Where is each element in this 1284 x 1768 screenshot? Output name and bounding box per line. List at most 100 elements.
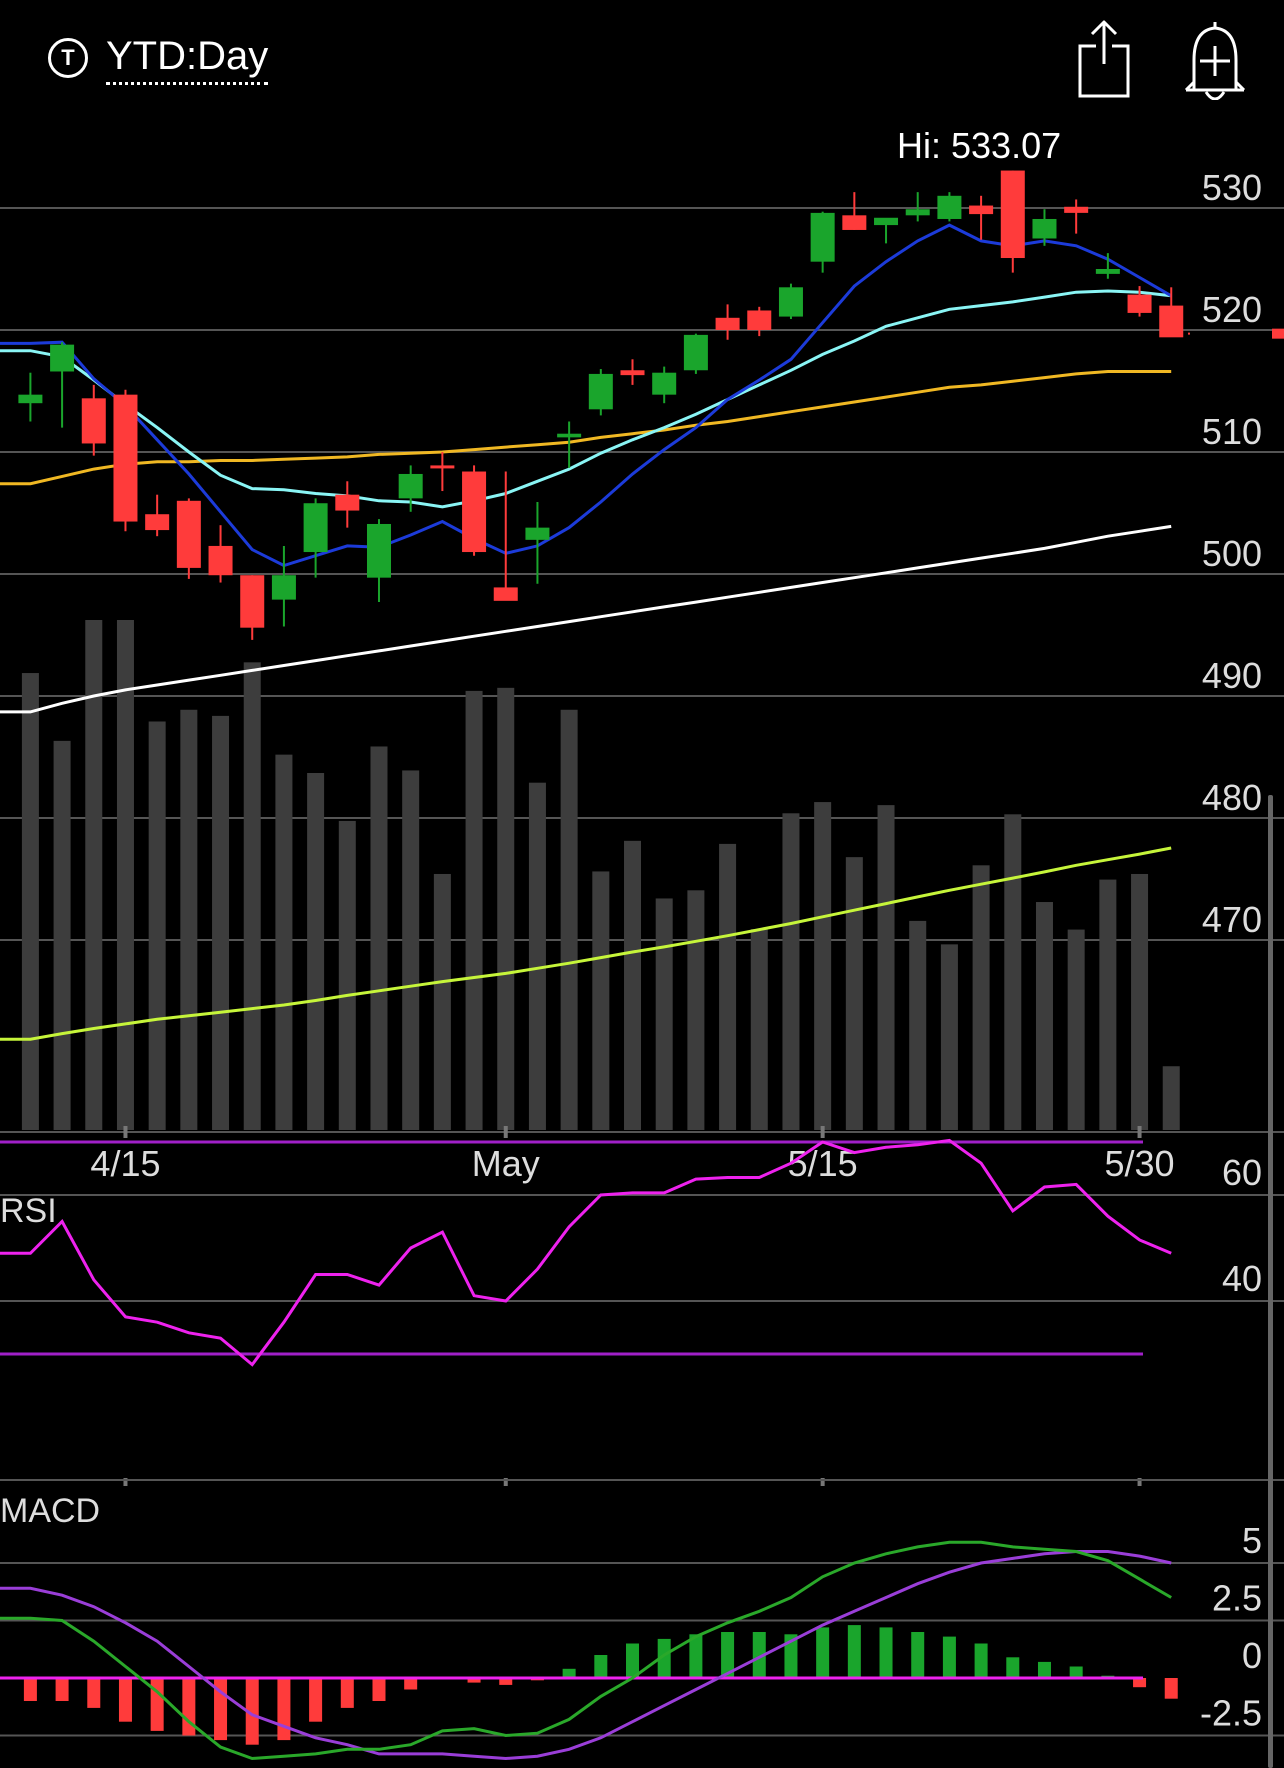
volume-bar bbox=[497, 687, 515, 1130]
volume-bar bbox=[845, 857, 863, 1130]
volume-bar bbox=[592, 871, 610, 1130]
candle-body bbox=[145, 514, 170, 531]
volume-bar bbox=[782, 813, 800, 1130]
macd-histogram-bar bbox=[974, 1643, 988, 1678]
macd-histogram-bar bbox=[562, 1668, 576, 1678]
volume-bar bbox=[402, 770, 420, 1130]
volume-bar bbox=[275, 754, 293, 1130]
share-icon[interactable] bbox=[1074, 18, 1134, 98]
volume-bar bbox=[465, 690, 483, 1130]
candle-body bbox=[620, 370, 645, 376]
macd-histogram-bar bbox=[752, 1632, 766, 1678]
macd-histogram-bar bbox=[467, 1678, 481, 1683]
candle-body bbox=[176, 500, 201, 568]
candle-body bbox=[430, 465, 455, 469]
chart-scrollbar[interactable] bbox=[1268, 795, 1273, 1768]
candle-body bbox=[1127, 294, 1152, 313]
macd-histogram-bar bbox=[784, 1634, 798, 1678]
period-selector[interactable]: YTD:Day bbox=[106, 30, 269, 85]
volume-bar bbox=[814, 802, 832, 1130]
sma-50-line bbox=[0, 370, 1172, 486]
macd-histogram-bar bbox=[245, 1678, 259, 1745]
time-axis-label: May bbox=[472, 1143, 540, 1184]
high-price-label: Hi: 533.07 bbox=[897, 125, 1061, 166]
candle-body bbox=[1159, 305, 1184, 338]
candle-body bbox=[50, 344, 75, 372]
rsi-axis-label: 60 bbox=[1222, 1152, 1262, 1193]
volume-bar bbox=[687, 890, 705, 1130]
candle-body bbox=[525, 527, 550, 540]
candle-body bbox=[1032, 218, 1057, 239]
macd-histogram-bar bbox=[118, 1678, 132, 1722]
volume-bar bbox=[21, 673, 39, 1130]
volume-bar bbox=[180, 709, 198, 1130]
macd-histogram-bar bbox=[499, 1678, 513, 1685]
candle-body bbox=[969, 205, 994, 215]
volume-bar bbox=[307, 773, 325, 1130]
last-price-marker bbox=[1272, 328, 1284, 339]
volume-bar bbox=[212, 715, 230, 1130]
ema-short-line bbox=[0, 223, 1172, 568]
volume-bar bbox=[719, 843, 737, 1130]
candle-body bbox=[842, 215, 867, 230]
macd-histogram-bar bbox=[879, 1627, 893, 1678]
volume-bar bbox=[750, 929, 768, 1130]
macd-histogram-bar bbox=[721, 1632, 735, 1678]
candle-body bbox=[335, 494, 360, 511]
candle-body bbox=[1095, 269, 1120, 274]
chart-header: T YTD:Day bbox=[0, 0, 1284, 120]
candle-body bbox=[557, 433, 582, 438]
volume-average-line bbox=[0, 846, 1172, 1041]
candle-body bbox=[874, 217, 899, 226]
volume-bar bbox=[560, 709, 578, 1130]
candle-body bbox=[937, 195, 962, 219]
volume-bar bbox=[338, 820, 356, 1130]
volume-bar bbox=[1131, 873, 1149, 1130]
candle-body bbox=[1000, 170, 1025, 259]
candle-body bbox=[271, 575, 296, 600]
rsi-line bbox=[0, 1138, 1172, 1367]
macd-histogram-bar bbox=[657, 1638, 671, 1678]
macd-histogram-bar bbox=[309, 1678, 323, 1722]
macd-axis-label: 5 bbox=[1242, 1520, 1262, 1561]
macd-histogram-bar bbox=[372, 1678, 386, 1701]
volume-bar bbox=[116, 620, 134, 1130]
volume-bar bbox=[433, 873, 451, 1130]
macd-histogram-bar bbox=[55, 1678, 69, 1701]
price-axis-label: 520 bbox=[1202, 289, 1262, 330]
price-axis-label: 480 bbox=[1202, 777, 1262, 818]
volume-bar bbox=[1099, 879, 1117, 1130]
candle-body bbox=[398, 473, 423, 499]
volume-bar bbox=[624, 840, 642, 1130]
macd-histogram-bar bbox=[23, 1678, 37, 1701]
volume-bar bbox=[1035, 902, 1053, 1130]
candle-body bbox=[588, 373, 613, 410]
macd-signal-line bbox=[0, 1550, 1172, 1761]
macd-histogram-bar bbox=[847, 1625, 861, 1678]
macd-histogram-bar bbox=[911, 1632, 925, 1678]
macd-histogram-bar bbox=[816, 1627, 830, 1678]
time-axis-label: 5/30 bbox=[1105, 1143, 1175, 1184]
candle-body bbox=[1064, 206, 1089, 213]
volume-bar bbox=[1004, 814, 1022, 1130]
sma-long-line bbox=[0, 524, 1172, 714]
candle-body bbox=[240, 575, 265, 628]
macd-histogram-bar bbox=[150, 1678, 164, 1731]
candle-body bbox=[493, 587, 518, 601]
volume-bar bbox=[655, 898, 673, 1130]
candle-body bbox=[366, 523, 391, 578]
candle-body bbox=[113, 394, 138, 522]
alert-bell-plus-icon[interactable] bbox=[1182, 16, 1248, 100]
volume-bar bbox=[370, 746, 388, 1130]
candle-body bbox=[462, 471, 487, 553]
volume-bar bbox=[85, 620, 103, 1130]
candle-body bbox=[810, 212, 835, 262]
price-axis-label: 490 bbox=[1202, 655, 1262, 696]
ticker-icon[interactable]: T bbox=[48, 38, 88, 78]
rsi-title: RSI bbox=[0, 1192, 57, 1230]
candle-body bbox=[208, 545, 233, 576]
macd-histogram-bar bbox=[1133, 1678, 1147, 1688]
macd-axis-label: 0 bbox=[1242, 1635, 1262, 1676]
candle-body bbox=[81, 398, 106, 444]
